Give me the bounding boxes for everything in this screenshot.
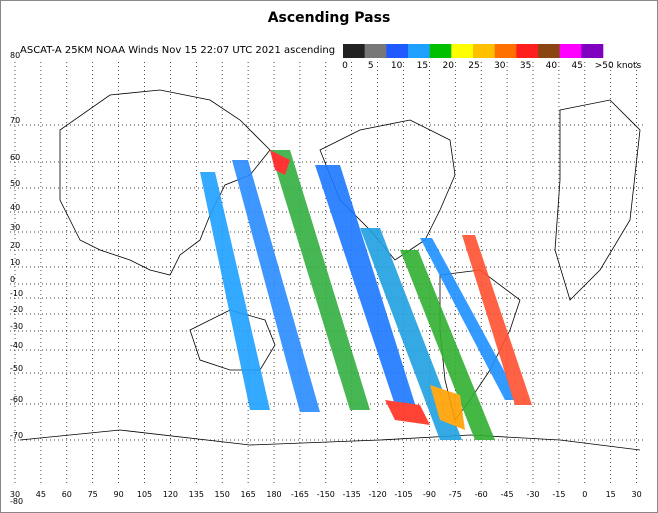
lat-label: 30 bbox=[10, 223, 20, 232]
lat-label: -70 bbox=[10, 431, 23, 440]
lat-label: -60 bbox=[10, 395, 23, 404]
lon-label: 15 bbox=[606, 490, 616, 499]
lat-label: 80 bbox=[10, 51, 20, 60]
lat-label: -20 bbox=[10, 305, 23, 314]
lon-label: -150 bbox=[317, 490, 335, 499]
lat-label: 20 bbox=[10, 241, 20, 250]
color-swatch bbox=[538, 44, 560, 58]
lon-label: 45 bbox=[36, 490, 46, 499]
swaths bbox=[200, 150, 532, 440]
scale-label: 0 bbox=[342, 61, 348, 71]
lat-label: -80 bbox=[10, 497, 23, 506]
lon-label: -75 bbox=[449, 490, 462, 499]
coastline bbox=[554, 99, 641, 301]
lon-label: 75 bbox=[88, 490, 98, 499]
color-swatch bbox=[451, 44, 474, 58]
color-swatch bbox=[494, 44, 517, 58]
lon-label: 30 bbox=[10, 490, 20, 499]
lon-label: 135 bbox=[189, 490, 204, 499]
color-swatch bbox=[429, 44, 452, 58]
swath-high-wind bbox=[385, 400, 430, 425]
lon-label: 60 bbox=[62, 490, 72, 499]
lat-label: -40 bbox=[10, 341, 23, 350]
swath bbox=[200, 172, 270, 410]
scale-label: 35 bbox=[520, 61, 531, 71]
axis-labels: 80706050403020100-10-20-30-40-50-60-70-8… bbox=[10, 51, 642, 506]
scale-label: 20 bbox=[442, 61, 454, 71]
scale-label: 5 bbox=[368, 61, 374, 71]
lon-label: 0 bbox=[582, 490, 587, 499]
lat-label: -50 bbox=[10, 364, 23, 373]
lon-label: -90 bbox=[423, 490, 436, 499]
color-swatch bbox=[408, 44, 430, 58]
lat-label: -10 bbox=[10, 289, 23, 298]
swath bbox=[420, 238, 520, 400]
color-swatch bbox=[559, 44, 582, 58]
scale-label: >50 knots bbox=[595, 61, 642, 71]
swath-high-wind bbox=[270, 150, 290, 175]
lon-label: -45 bbox=[501, 490, 514, 499]
lon-label: 120 bbox=[163, 490, 178, 499]
lon-label: -60 bbox=[475, 490, 488, 499]
swath bbox=[232, 160, 320, 412]
lon-label: 90 bbox=[114, 490, 124, 499]
lon-label: 150 bbox=[215, 490, 230, 499]
scale-label: 25 bbox=[468, 61, 479, 71]
swath bbox=[462, 235, 532, 405]
scale-label: 30 bbox=[494, 61, 506, 71]
color-swatch bbox=[516, 44, 539, 58]
lon-label: 165 bbox=[240, 490, 255, 499]
lon-label: -135 bbox=[343, 490, 361, 499]
lon-label: -165 bbox=[291, 490, 309, 499]
lon-label: 180 bbox=[266, 490, 281, 499]
scale-label: 15 bbox=[417, 61, 428, 71]
lat-label: 60 bbox=[10, 153, 20, 162]
swath bbox=[270, 150, 370, 410]
swath bbox=[360, 228, 462, 440]
subtitle: ASCAT-A 25KM NOAA Winds Nov 15 22:07 UTC… bbox=[20, 45, 335, 56]
scale-label: 45 bbox=[571, 61, 582, 71]
lon-label: 105 bbox=[137, 490, 152, 499]
color-scale: 0 5 10 15 20 25 30 35 40 45 >50 knots bbox=[342, 44, 642, 71]
color-swatch bbox=[364, 44, 387, 58]
coastline bbox=[19, 429, 641, 451]
swath bbox=[315, 165, 420, 420]
scale-label: 10 bbox=[391, 61, 403, 71]
color-swatch bbox=[343, 44, 365, 58]
lon-label: -30 bbox=[526, 490, 539, 499]
title: Ascending Pass bbox=[268, 10, 391, 26]
lat-label: 0 bbox=[10, 275, 15, 284]
scale-label: 40 bbox=[546, 61, 558, 71]
color-swatch bbox=[581, 44, 604, 58]
lat-label: 50 bbox=[10, 179, 20, 188]
lat-label: 70 bbox=[10, 116, 20, 125]
lon-label: 30 bbox=[632, 490, 642, 499]
coastline bbox=[59, 89, 271, 276]
lon-label: -105 bbox=[394, 490, 412, 499]
swath-high-wind bbox=[430, 385, 465, 430]
lat-label: -30 bbox=[10, 322, 23, 331]
lat-label: 40 bbox=[10, 203, 20, 212]
lon-label: -120 bbox=[369, 490, 387, 499]
lon-label: -15 bbox=[552, 490, 565, 499]
swath bbox=[400, 250, 495, 440]
color-swatch bbox=[386, 44, 409, 58]
color-swatch bbox=[473, 44, 495, 58]
lat-label: 10 bbox=[10, 258, 20, 267]
